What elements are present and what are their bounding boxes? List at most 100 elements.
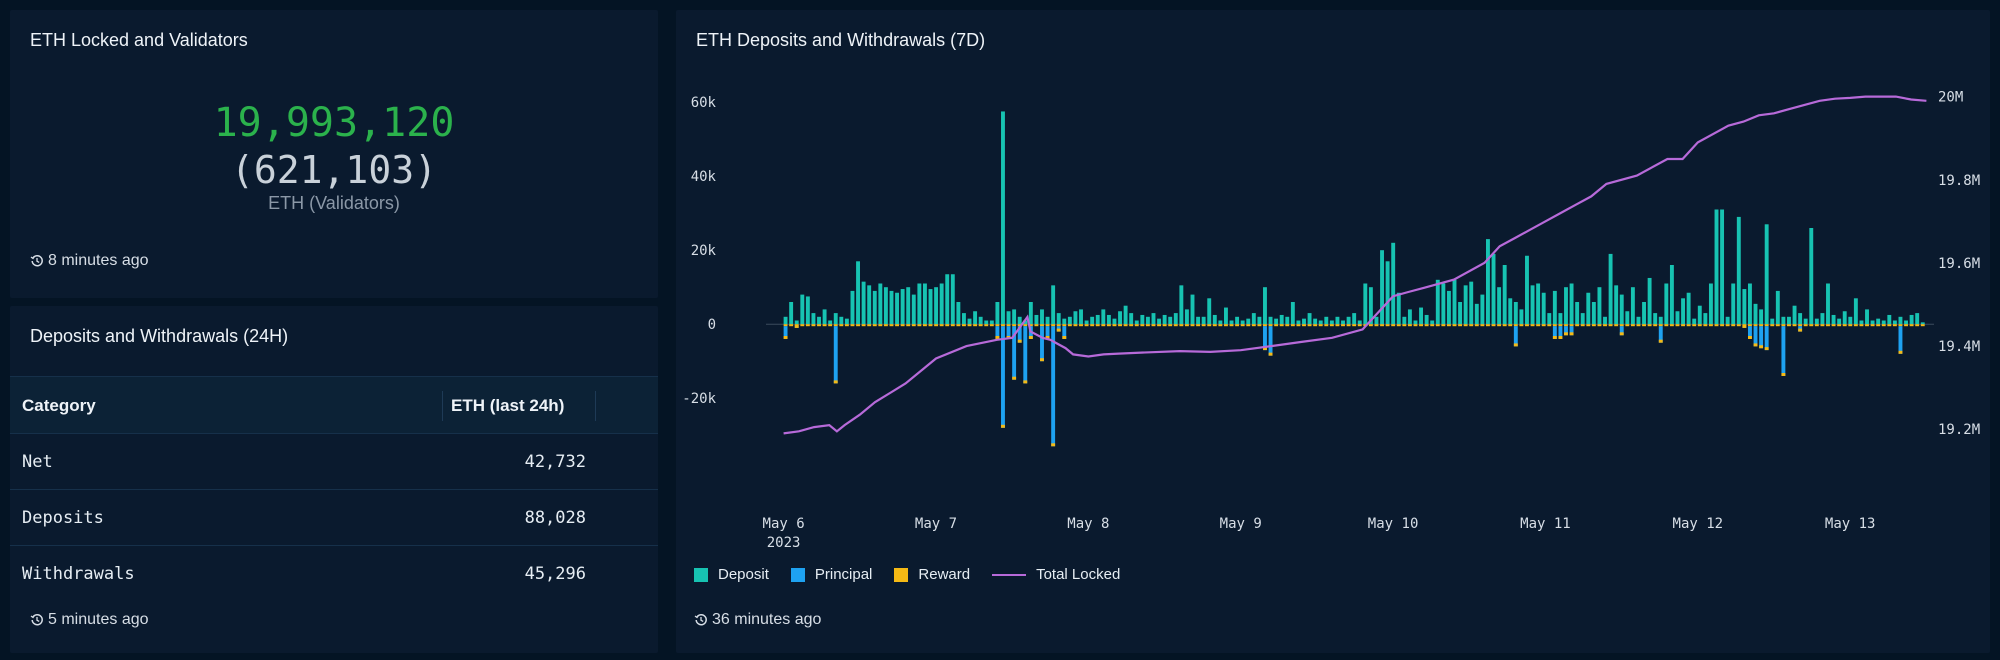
bar-deposit	[1229, 320, 1234, 325]
column-header-category[interactable]: Category	[22, 396, 96, 415]
row-value: 45,296	[524, 564, 586, 584]
bar-reward	[833, 324, 838, 327]
bar-deposit	[1335, 316, 1340, 325]
bar-reward	[828, 324, 833, 327]
bar-deposit	[1714, 209, 1719, 325]
legend-item-principal[interactable]: Principal	[790, 566, 872, 583]
bar-reward	[1597, 324, 1602, 327]
bar-reward	[1045, 336, 1050, 339]
bar-deposit	[1407, 309, 1412, 325]
bar-deposit	[839, 316, 844, 325]
bar-reward	[1335, 324, 1340, 327]
bar-reward	[1881, 324, 1886, 327]
bar-deposit	[1742, 289, 1747, 325]
bar-deposit	[1692, 318, 1697, 325]
bar-deposit	[1848, 316, 1853, 325]
bar-deposit	[844, 318, 849, 325]
bar-reward	[1770, 324, 1775, 327]
bar-deposit	[1140, 314, 1145, 325]
bar-reward	[1519, 324, 1524, 327]
column-header-eth[interactable]: ETH (last 24h)	[451, 396, 565, 415]
bar-reward	[1759, 324, 1764, 327]
bar-reward	[1814, 324, 1819, 327]
bar-reward	[1502, 324, 1507, 327]
bar-deposit	[1318, 320, 1323, 325]
bar-reward	[1028, 324, 1033, 327]
deposits-withdrawals-chart-panel: ETH Deposits and Withdrawals (7D) -20k 0 2…	[676, 10, 1990, 653]
bar-principal	[1023, 326, 1028, 384]
bar-deposit	[1151, 313, 1156, 325]
bar-reward	[1062, 324, 1067, 327]
bar-reward	[1446, 324, 1451, 327]
column-divider[interactable]	[595, 391, 596, 421]
bar-deposit	[1168, 316, 1173, 325]
bar-principal	[1753, 326, 1758, 347]
column-divider[interactable]	[442, 391, 443, 421]
bar-reward	[1569, 324, 1574, 327]
bar-reward	[1023, 380, 1028, 384]
bar-principal	[1040, 326, 1044, 362]
bar-reward	[1686, 324, 1691, 327]
bar-reward	[1034, 324, 1039, 327]
bar-deposit	[1452, 279, 1457, 325]
bar-reward	[1391, 324, 1396, 327]
bar-deposit	[1474, 303, 1479, 325]
bar-deposit	[978, 316, 983, 325]
bar-reward	[1558, 324, 1563, 327]
x-tick-label: May 9	[1220, 516, 1262, 532]
bar-deposit	[1246, 318, 1251, 325]
bar-reward	[833, 380, 838, 384]
bar-principal	[1513, 326, 1518, 347]
bar-deposit	[1079, 309, 1083, 325]
bar-deposit	[1073, 311, 1078, 325]
y-left-tick-label: 40k	[691, 169, 717, 185]
bar-deposit	[973, 311, 978, 325]
bar-reward	[1001, 324, 1005, 327]
bar-deposit	[911, 294, 916, 325]
bar-reward	[1118, 324, 1122, 327]
bar-reward	[1207, 324, 1212, 327]
bar-reward	[1240, 324, 1245, 327]
bar-reward	[1853, 324, 1858, 327]
bar-reward	[1809, 324, 1814, 327]
bar-principal	[1759, 326, 1764, 349]
bar-deposit	[1541, 292, 1546, 325]
eth-locked-value: 19,993,120	[213, 100, 455, 146]
bar-reward	[1753, 324, 1758, 327]
chart-title: ETH Deposits and Withdrawals (7D)	[696, 30, 986, 50]
bar-deposit	[1647, 277, 1652, 325]
bar-deposit	[1001, 111, 1005, 325]
bar-reward	[1630, 324, 1635, 327]
bar-reward	[1898, 350, 1903, 354]
bar-reward	[1513, 324, 1518, 327]
bar-reward	[1251, 324, 1256, 327]
deposits-withdrawals-chart[interactable]: -20k 0 20k 40k 60k 19.2M 19.4M 19.6M 19.8M 20M May…	[676, 10, 1990, 550]
bar-deposit	[928, 289, 933, 325]
bar-deposit	[805, 296, 810, 325]
bar-deposit	[1352, 313, 1357, 325]
bar-reward	[1012, 376, 1017, 380]
bar-reward	[1642, 324, 1646, 327]
bar-deposit	[1842, 311, 1847, 325]
bar-reward	[1513, 343, 1518, 347]
bar-reward	[1302, 324, 1306, 327]
legend-item-deposit[interactable]: Deposit	[694, 566, 769, 583]
bar-reward	[789, 324, 794, 327]
bar-deposit	[1374, 316, 1379, 325]
bar-deposit	[1235, 316, 1240, 325]
bar-deposit	[1502, 265, 1507, 325]
bar-reward	[1915, 324, 1920, 327]
bar-reward	[867, 324, 872, 327]
bar-reward	[1190, 324, 1195, 327]
bar-reward	[1062, 336, 1067, 339]
bar-deposit	[1747, 283, 1752, 325]
legend-item-total-locked[interactable]: Total Locked	[992, 566, 1120, 583]
legend-item-reward[interactable]: Reward	[894, 566, 970, 583]
bar-deposit	[1681, 298, 1686, 325]
bar-deposit	[1775, 290, 1780, 325]
bar-reward	[1212, 324, 1217, 327]
bar-reward	[1346, 324, 1351, 327]
bar-deposit	[1095, 314, 1100, 325]
bar-deposit	[1290, 302, 1295, 325]
bar-reward	[1892, 324, 1897, 327]
